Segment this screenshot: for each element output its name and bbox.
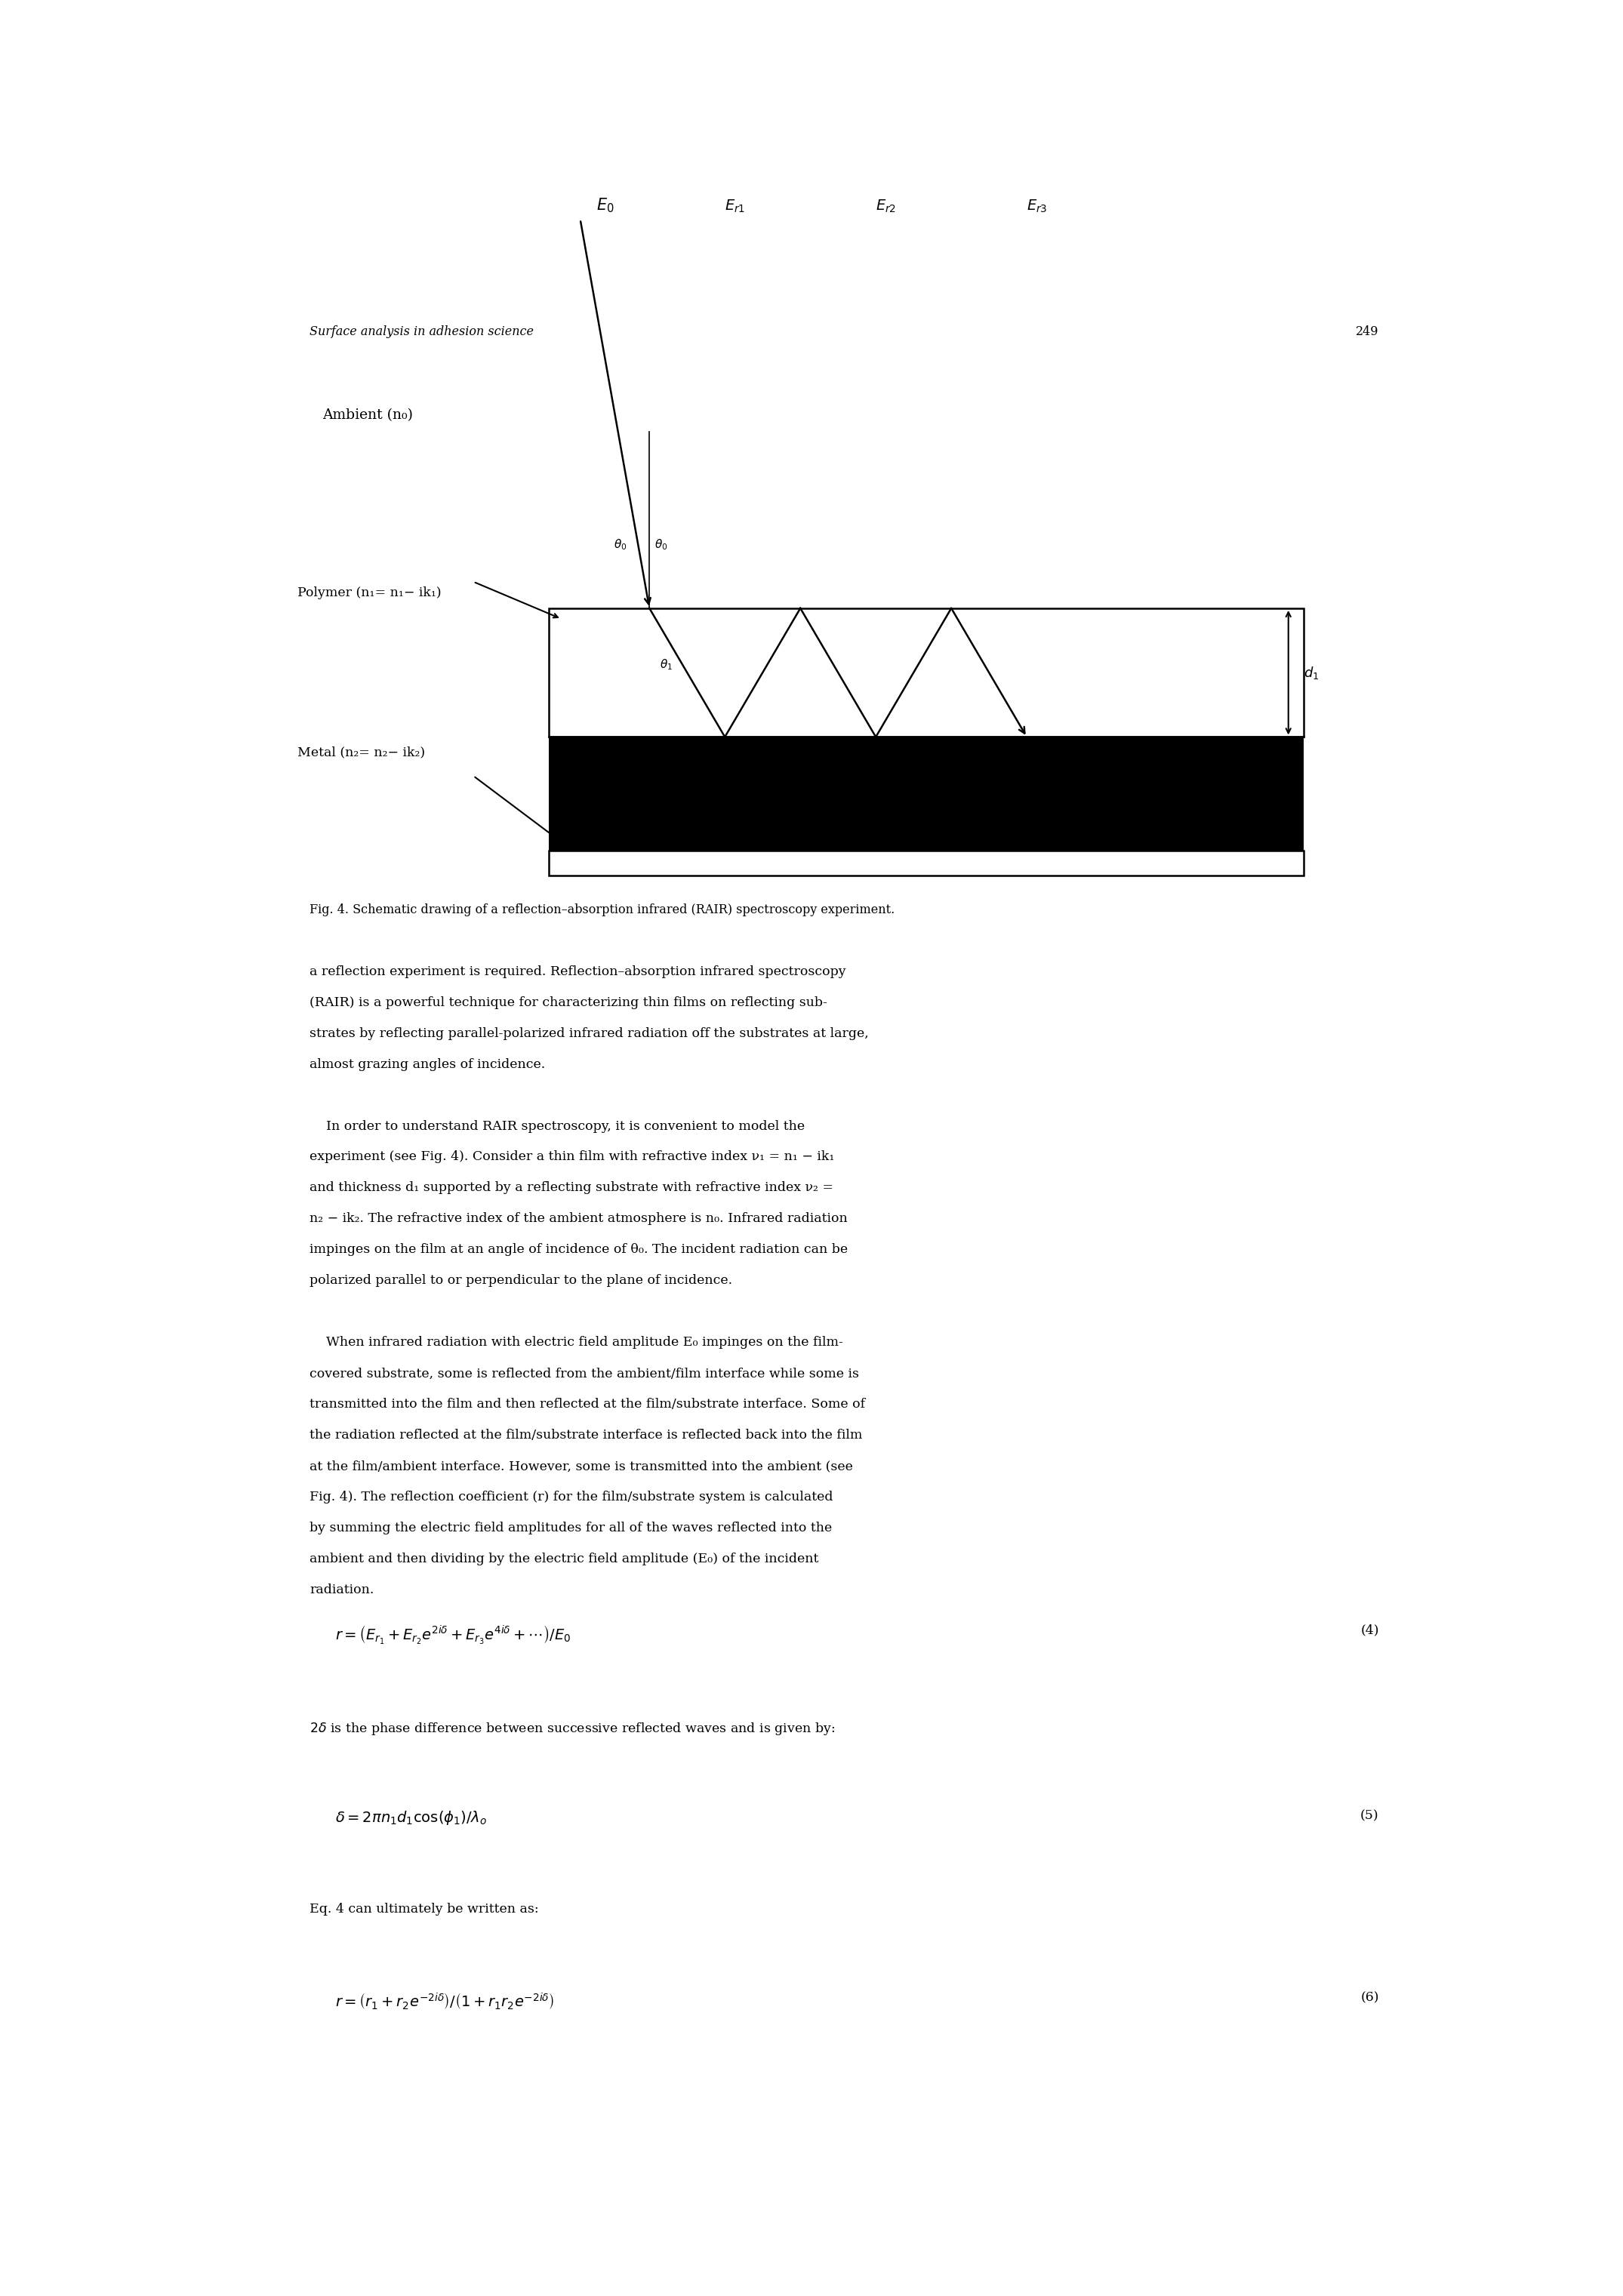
Text: $2\delta$ is the phase difference between successive reflected waves and is give: $2\delta$ is the phase difference betwee… <box>310 1720 836 1736</box>
Text: Eq. 4 can ultimately be written as:: Eq. 4 can ultimately be written as: <box>310 1903 539 1915</box>
Text: the radiation reflected at the film/substrate interface is reflected back into t: the radiation reflected at the film/subs… <box>310 1428 863 1442</box>
Text: $r = \left(E_{r_1} + E_{r_2}e^{2i\delta} + E_{r_3}e^{4i\delta} + \cdots\right)/E: $r = \left(E_{r_1} + E_{r_2}e^{2i\delta}… <box>334 1623 571 1646</box>
Text: $E_{r3}$: $E_{r3}$ <box>1027 197 1047 214</box>
Text: 249: 249 <box>1355 326 1380 338</box>
Text: and thickness d₁ supported by a reflecting substrate with refractive index ν₂ =: and thickness d₁ supported by a reflecti… <box>310 1182 834 1194</box>
Text: $E_{r1}$: $E_{r1}$ <box>725 197 745 214</box>
Text: by summing the electric field amplitudes for all of the waves reflected into the: by summing the electric field amplitudes… <box>310 1522 833 1534</box>
Text: polarized parallel to or perpendicular to the plane of incidence.: polarized parallel to or perpendicular t… <box>310 1274 732 1288</box>
Text: almost grazing angles of incidence.: almost grazing angles of incidence. <box>310 1058 545 1070</box>
Text: a reflection experiment is required. Reflection–absorption infrared spectroscopy: a reflection experiment is required. Ref… <box>310 964 846 978</box>
Text: $E_0$: $E_0$ <box>597 195 613 214</box>
Bar <box>549 852 1303 875</box>
Text: (RAIR) is a powerful technique for characterizing thin films on reflecting sub-: (RAIR) is a powerful technique for chara… <box>310 996 828 1008</box>
Text: ambient and then dividing by the electric field amplitude (E₀) of the incident: ambient and then dividing by the electri… <box>310 1552 820 1566</box>
Text: $r = \left(r_1 + r_2 e^{-2i\delta}\right)/\left(1 + r_1 r_2 e^{-2i\delta}\right): $r = \left(r_1 + r_2 e^{-2i\delta}\right… <box>334 1991 553 2011</box>
Text: $d_1$: $d_1$ <box>1303 664 1319 680</box>
Text: Ambient (n₀): Ambient (n₀) <box>323 409 412 422</box>
Text: Fig. 4. Schematic drawing of a reflection–absorption infrared (RAIR) spectroscop: Fig. 4. Schematic drawing of a reflectio… <box>310 902 894 916</box>
Text: strates by reflecting parallel-polarized infrared radiation off the substrates a: strates by reflecting parallel-polarized… <box>310 1026 868 1040</box>
Bar <box>549 737 1303 852</box>
Text: Fig. 4). The reflection coefficient (r) for the film/substrate system is calcula: Fig. 4). The reflection coefficient (r) … <box>310 1490 833 1504</box>
Text: radiation.: radiation. <box>310 1584 375 1596</box>
Text: experiment (see Fig. 4). Consider a thin film with refractive index ν₁ = n₁ − ik: experiment (see Fig. 4). Consider a thin… <box>310 1150 834 1164</box>
Text: When infrared radiation with electric field amplitude E₀ impinges on the film-: When infrared radiation with electric fi… <box>310 1336 844 1350</box>
Text: In order to understand RAIR spectroscopy, it is convenient to model the: In order to understand RAIR spectroscopy… <box>310 1120 805 1132</box>
Text: (4): (4) <box>1360 1623 1380 1637</box>
Text: Metal (n₂= n₂− ik₂): Metal (n₂= n₂− ik₂) <box>297 746 425 758</box>
Bar <box>549 608 1303 737</box>
Text: $\theta_0$: $\theta_0$ <box>654 537 667 551</box>
Text: covered substrate, some is reflected from the ambient/film interface while some : covered substrate, some is reflected fro… <box>310 1366 859 1380</box>
Text: transmitted into the film and then reflected at the film/substrate interface. So: transmitted into the film and then refle… <box>310 1398 865 1412</box>
Text: Polymer (n₁= n₁− ik₁): Polymer (n₁= n₁− ik₁) <box>297 585 441 599</box>
Text: $E_{r2}$: $E_{r2}$ <box>876 197 896 214</box>
Text: $\theta_0$: $\theta_0$ <box>613 537 626 551</box>
Text: $\theta_1$: $\theta_1$ <box>659 657 672 673</box>
Text: $\delta = 2\pi n_1 d_1 \cos(\phi_1)/\lambda_o$: $\delta = 2\pi n_1 d_1 \cos(\phi_1)/\lam… <box>334 1809 487 1828</box>
Text: (6): (6) <box>1360 1991 1380 2004</box>
Text: Surface analysis in adhesion science: Surface analysis in adhesion science <box>310 326 534 338</box>
Text: at the film/ambient interface. However, some is transmitted into the ambient (se: at the film/ambient interface. However, … <box>310 1460 854 1472</box>
Text: n₂ − ik₂. The refractive index of the ambient atmosphere is n₀. Infrared radiati: n₂ − ik₂. The refractive index of the am… <box>310 1212 847 1226</box>
Text: (5): (5) <box>1360 1809 1380 1823</box>
Text: impinges on the film at an angle of incidence of θ₀. The incident radiation can : impinges on the film at an angle of inci… <box>310 1244 849 1256</box>
